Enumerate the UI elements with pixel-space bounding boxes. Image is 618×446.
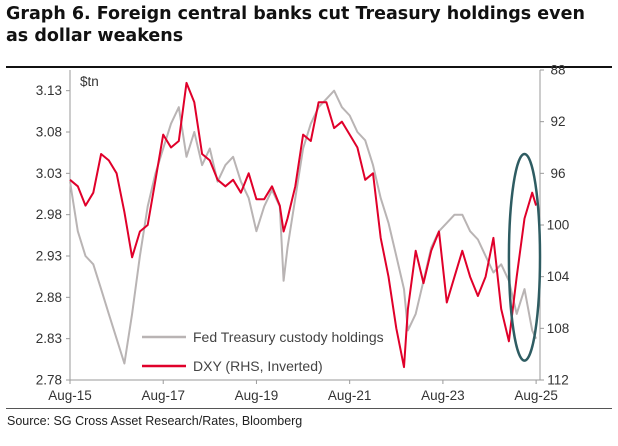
source-divider (6, 408, 612, 409)
right-axis-tick-label: 100 (547, 218, 570, 233)
left-axis-tick-label: 3.08 (36, 125, 62, 140)
x-axis-tick-label: Aug-17 (141, 388, 185, 403)
left-axis-tick-label: 2.98 (36, 207, 62, 222)
left-axis-tick-label: 2.78 (36, 373, 62, 388)
x-axis-tick-label: Aug-25 (514, 388, 558, 403)
right-axis-tick-label: 104 (547, 269, 570, 284)
right-axis-tick-label: 96 (550, 166, 565, 181)
highlight-ellipse (507, 152, 542, 362)
left-axis-tick-label: 2.88 (36, 290, 62, 305)
series-line-dxy (69, 81, 538, 369)
x-axis-tick-label: Aug-23 (421, 388, 465, 403)
right-axis-tick-label: 92 (550, 114, 565, 129)
series-line-fed-holdings (69, 89, 538, 365)
chart-title: Graph 6. Foreign central banks cut Treas… (6, 4, 585, 46)
y-unit-label: $tn (80, 74, 99, 89)
right-axis-tick-label: 88 (550, 63, 565, 78)
right-axis-tick-label: 108 (547, 321, 570, 336)
x-axis-tick-label: Aug-19 (235, 388, 279, 403)
left-axis-tick-label: 3.03 (36, 166, 62, 181)
left-axis-tick-label: 3.13 (36, 83, 62, 98)
left-axis-tick-label: 2.83 (36, 331, 62, 346)
right-axis-tick-label: 112 (547, 373, 569, 388)
x-axis-tick-label: Aug-15 (48, 388, 92, 403)
title-divider (6, 66, 612, 68)
legend-label: Fed Treasury custody holdings (193, 329, 384, 345)
source-note: Source: SG Cross Asset Research/Rates, B… (7, 414, 303, 428)
legend-label: DXY (RHS, Inverted) (193, 358, 323, 374)
left-axis-tick-label: 2.93 (36, 249, 62, 264)
x-axis-tick-label: Aug-21 (328, 388, 372, 403)
